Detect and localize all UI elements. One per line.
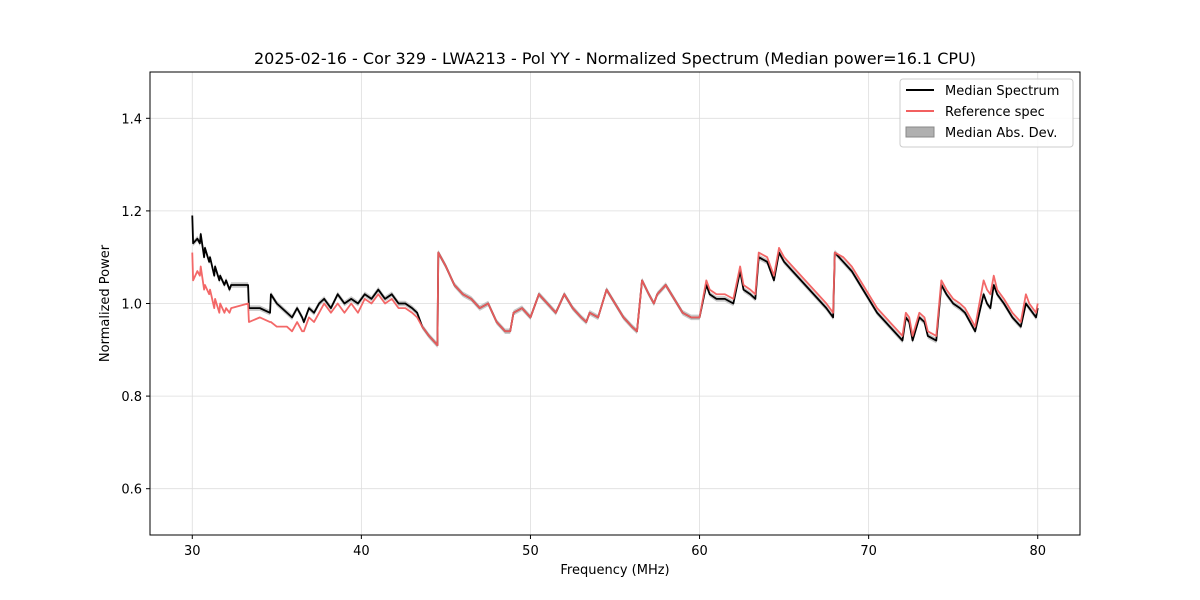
reference-spec-line — [191, 247, 1039, 347]
legend-label-median-abs-dev: Median Abs. Dev. — [945, 126, 1057, 141]
y-tick-label: 1.4 — [121, 112, 142, 127]
y-tick-label: 1.0 — [121, 298, 142, 313]
legend-label-reference-spec: Reference spec — [945, 105, 1045, 120]
x-tick-label: 80 — [1029, 544, 1046, 559]
legend-label-median-spectrum: Median Spectrum — [945, 84, 1059, 99]
legend-frame — [899, 78, 1074, 148]
y-tick-label: 0.8 — [121, 390, 142, 405]
x-axis-ticks: 30 40 50 60 70 80 — [184, 535, 1046, 559]
y-tick-label: 0.6 — [121, 483, 142, 498]
x-tick-label: 60 — [691, 544, 708, 559]
series-layer — [191, 215, 1039, 347]
chart-title: 2025-02-16 - Cor 329 - LWA213 - Pol YY -… — [254, 49, 976, 68]
y-axis-ticks: 0.6 0.8 1.0 1.2 1.4 — [121, 112, 150, 498]
legend: Median Spectrum Reference spec Median Ab… — [899, 78, 1074, 148]
y-axis-label: Normalized Power — [98, 244, 113, 362]
x-tick-label: 40 — [353, 544, 370, 559]
x-axis-label: Frequency (MHz) — [560, 563, 669, 578]
legend-swatch-median-abs-dev — [905, 126, 935, 138]
x-tick-label: 30 — [184, 544, 201, 559]
y-tick-label: 1.2 — [121, 205, 142, 220]
x-tick-label: 50 — [522, 544, 539, 559]
x-tick-label: 70 — [860, 544, 877, 559]
